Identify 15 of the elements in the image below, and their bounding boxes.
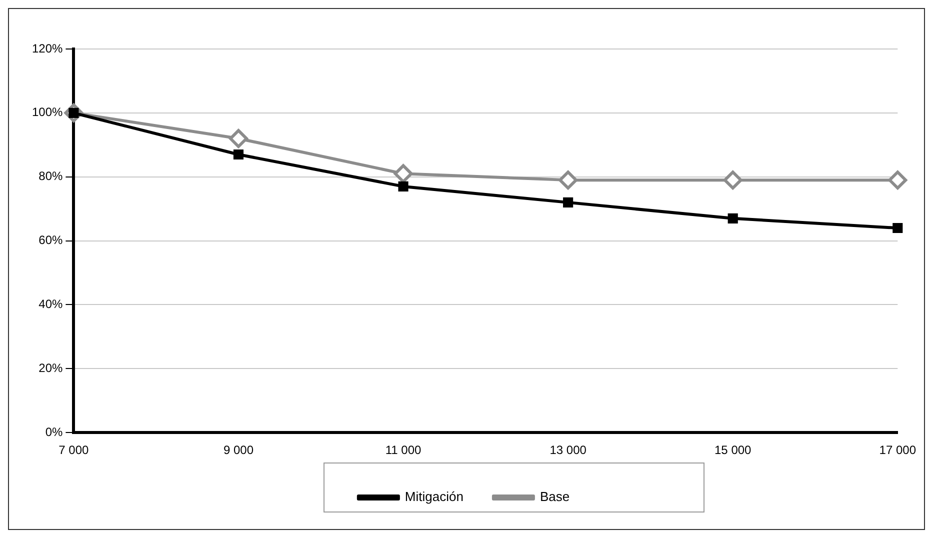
x-tick-label: 17 000 — [879, 443, 916, 458]
y-tick-label: 60% — [38, 233, 64, 248]
x-tick-label: 7 000 — [58, 443, 90, 458]
x-tick-label: 9 000 — [223, 443, 254, 458]
x-tick-label: 13 000 — [550, 443, 587, 458]
x-tick-label: 15 000 — [714, 443, 752, 458]
y-tick-label: 40% — [38, 297, 64, 312]
y-tick-label: 100% — [32, 105, 64, 120]
legend-label: Base — [540, 489, 570, 504]
y-tick-label: 120% — [32, 41, 64, 56]
legend-label: Mitigación — [404, 489, 464, 504]
y-tick-label: 0% — [45, 424, 64, 439]
x-tick-label: 11 000 — [385, 443, 422, 458]
y-tick-label: 20% — [38, 360, 64, 375]
y-tick-label: 80% — [38, 169, 64, 184]
